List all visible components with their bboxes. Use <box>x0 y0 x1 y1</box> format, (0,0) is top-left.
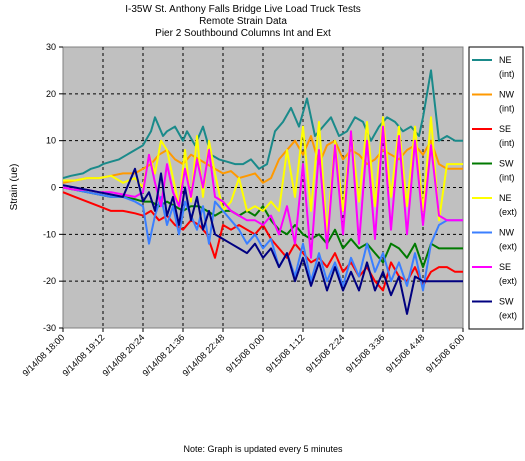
legend-sublabel-sw-int: (int) <box>499 173 515 183</box>
x-tick-label: 9/15/08 2:24 <box>304 332 346 374</box>
legend-sublabel-se-ext: (ext) <box>499 276 517 286</box>
x-tick-label: 9/14/08 22:48 <box>180 332 226 378</box>
y-tick-label: -20 <box>43 276 56 286</box>
x-tick-label: 9/15/08 0:00 <box>224 332 266 374</box>
y-axis-ticks: 30 20 10 0 -10 -20 -30 <box>43 42 63 333</box>
chart-title: I-35W St. Anthony Falls Bridge Live Load… <box>125 4 360 39</box>
x-tick-label: 9/15/08 6:00 <box>424 332 466 374</box>
series-line-nw-ext <box>62 186 463 292</box>
y-tick-label: 20 <box>46 89 56 99</box>
y-tick-label: -10 <box>43 229 56 239</box>
y-tick-label: 10 <box>46 136 56 146</box>
series-line-se-int <box>62 191 463 292</box>
chart-title-line-2: Remote Strain Data <box>199 16 287 27</box>
y-tick-label: 30 <box>46 42 56 52</box>
x-tick-label: 9/15/08 4:48 <box>384 332 426 374</box>
series-lines <box>62 69 463 315</box>
legend-label-nw-int: NW <box>499 90 514 100</box>
legend-sublabel-se-int: (int) <box>499 138 515 148</box>
y-tick-label: -30 <box>43 323 56 333</box>
legend-sublabel-sw-ext: (ext) <box>499 311 517 321</box>
legend-label-nw-ext: NW <box>499 228 514 238</box>
legend-sublabel-ne-ext: (ext) <box>499 207 517 217</box>
y-axis-label: Strain (ue) <box>9 164 20 211</box>
chart-title-line-1: I-35W St. Anthony Falls Bridge Live Load… <box>125 4 360 15</box>
legend: NE (int) NW (int) SE (int) SW (int) NE (ext) NW (ex… <box>468 46 524 330</box>
legend-label-sw-int: SW <box>499 159 514 169</box>
legend-box <box>468 46 524 330</box>
legend-label-ne-int: NE <box>499 55 512 65</box>
legend-label-se-int: SE <box>499 124 511 134</box>
series-line-sw-ext <box>62 167 463 315</box>
legend-label-ne-ext: NE <box>499 193 512 203</box>
series-line-ne-int <box>62 69 463 180</box>
x-axis-ticks: 9/14/08 18:009/14/08 19:129/14/08 20:249… <box>20 328 466 378</box>
y-tick-label: 0 <box>51 183 56 193</box>
legend-sublabel-nw-ext: (ext) <box>499 242 517 252</box>
x-tick-label: 9/15/08 1:12 <box>264 332 306 374</box>
update-note: Note: Graph is updated every 5 minutes <box>183 444 343 454</box>
legend-sublabel-ne-int: (int) <box>499 69 515 79</box>
legend-label-se-ext: SE <box>499 262 511 272</box>
series-line-se-ext <box>62 125 463 259</box>
chart-title-line-3: Pier 2 Southbound Columns Int and Ext <box>155 28 331 39</box>
legend-label-sw-ext: SW <box>499 297 514 307</box>
x-tick-label: 9/15/08 3:36 <box>344 332 386 374</box>
legend-sublabel-nw-int: (int) <box>499 104 515 114</box>
